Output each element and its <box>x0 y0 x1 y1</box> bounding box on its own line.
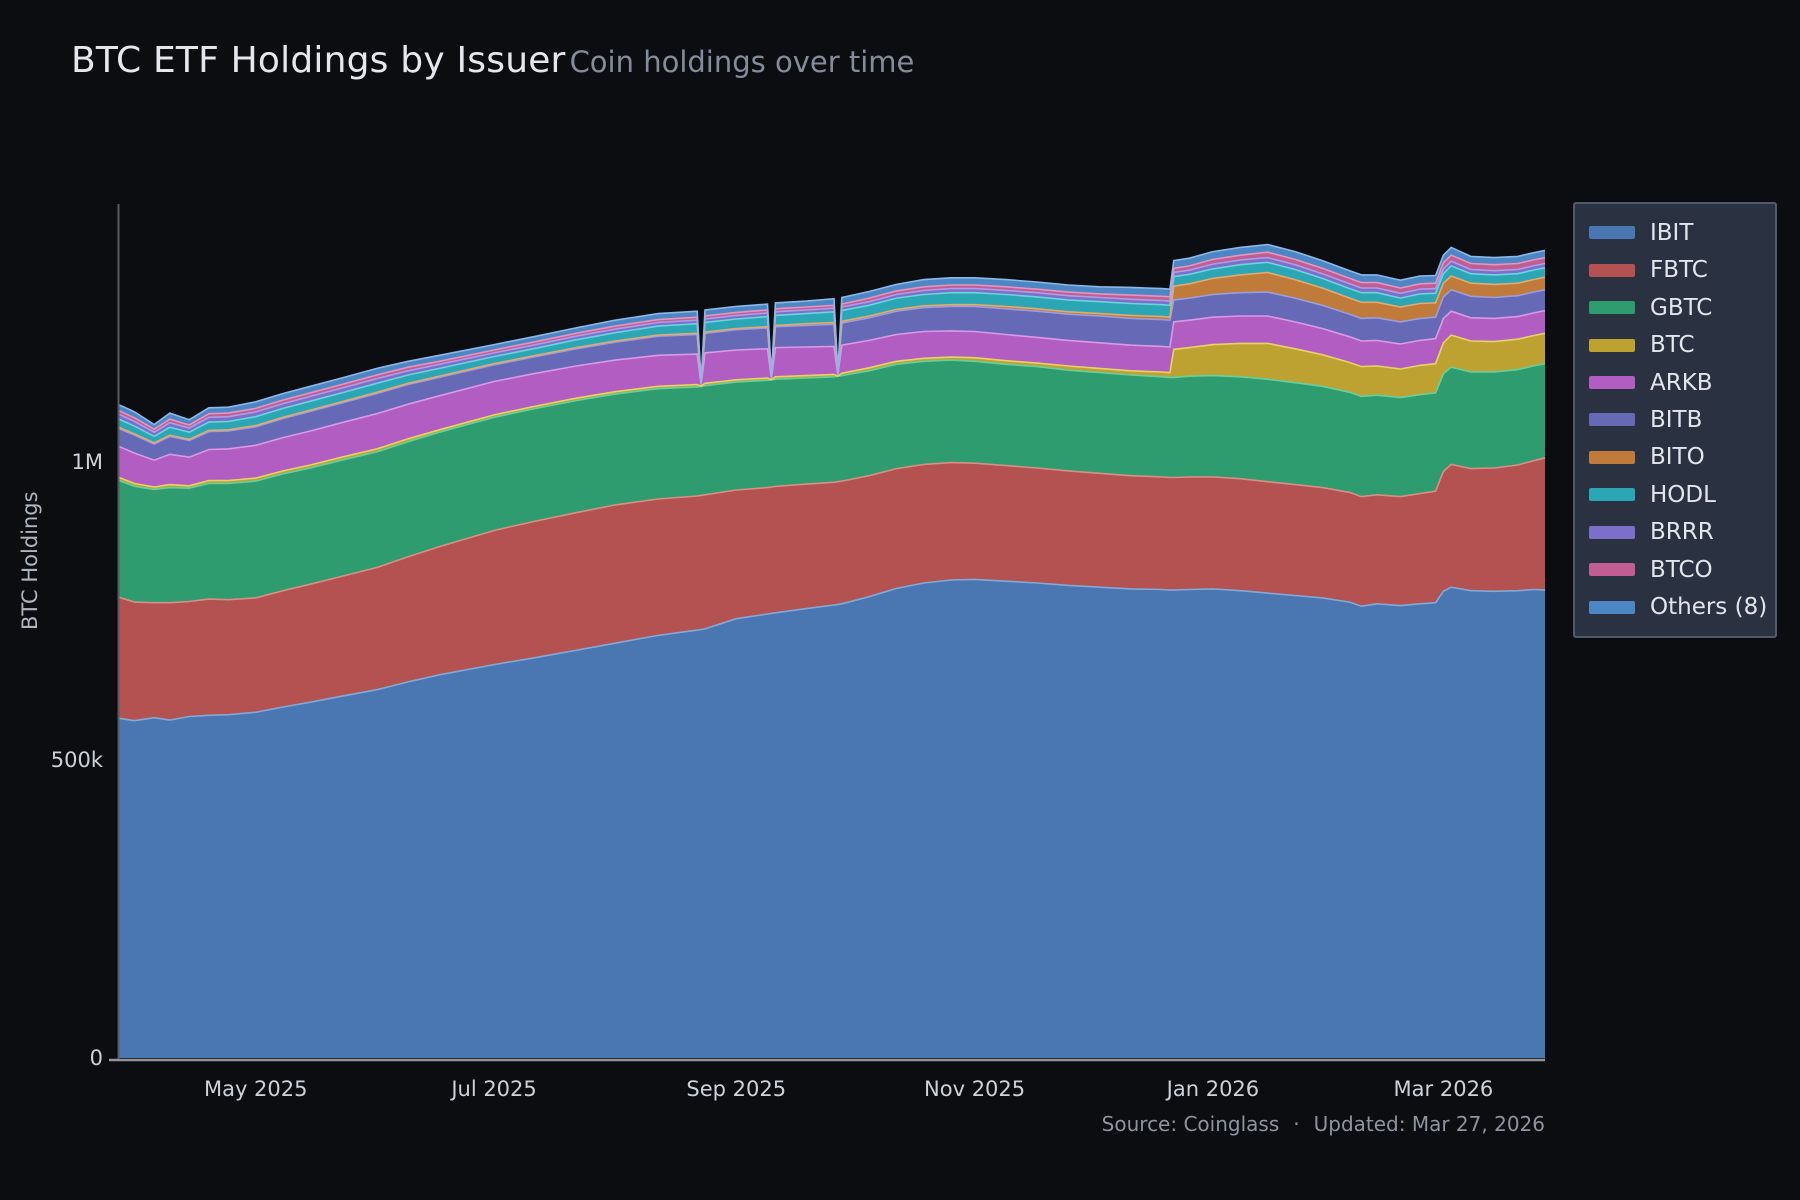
line-gbtc <box>118 359 1546 491</box>
line-btc <box>118 332 1546 488</box>
legend-label: BITB <box>1650 406 1703 433</box>
source-text: Source: Coinglass <box>1101 1112 1280 1136</box>
area-fbtc[interactable] <box>119 457 1545 721</box>
updated-text: Updated: Mar 27, 2026 <box>1313 1112 1545 1136</box>
legend-swatch-icon <box>1589 525 1635 539</box>
y-tick-500k: 500k <box>51 748 104 772</box>
line-others-8- <box>118 243 1546 426</box>
legend-item-hodl[interactable]: HODL <box>1589 482 1775 508</box>
line-fbtc <box>118 457 1546 604</box>
x-tick-nov-2025: Nov 2025 <box>924 1077 1025 1101</box>
line-brrr <box>118 256 1546 434</box>
legend-label: BRRR <box>1650 519 1714 546</box>
legend-swatch-icon <box>1589 376 1635 390</box>
chart-subtitle: Coin holdings over time <box>569 45 915 79</box>
legend-label: GBTC <box>1650 294 1713 321</box>
legend-label: BITO <box>1650 444 1705 471</box>
legend-swatch-icon <box>1589 338 1635 352</box>
legend-item-bito[interactable]: BITO <box>1589 444 1775 470</box>
line-ibit <box>118 578 1546 722</box>
x-tick-may-2025: May 2025 <box>204 1077 308 1101</box>
area-gbtc[interactable] <box>119 360 1545 603</box>
legend-swatch-icon <box>1589 600 1635 614</box>
legend-swatch-icon <box>1589 263 1635 277</box>
x-tick-jan-2026: Jan 2026 <box>1165 1077 1260 1101</box>
line-hodl <box>118 261 1546 438</box>
legend-item-arkb[interactable]: ARKB <box>1589 370 1775 396</box>
legend-swatch-icon <box>1589 450 1635 464</box>
y-tick-1M: 1M <box>72 450 103 474</box>
legend-label: Others (8) <box>1650 594 1768 621</box>
legend-item-btc[interactable]: BTC <box>1589 332 1775 358</box>
x-tick-jul-2025: Jul 2025 <box>449 1077 536 1101</box>
chart-header: BTC ETF Holdings by Issuer Coin holdings… <box>71 40 914 81</box>
legend-label: IBIT <box>1650 219 1694 246</box>
legend-swatch-icon <box>1589 301 1635 315</box>
area-ibit[interactable] <box>119 579 1545 1058</box>
legend-item-others-8-[interactable]: Others (8) <box>1589 594 1775 620</box>
legend-label: FBTC <box>1650 257 1708 284</box>
line-bitb <box>118 288 1546 445</box>
legend-item-btco[interactable]: BTCO <box>1589 557 1775 583</box>
legend-item-brrr[interactable]: BRRR <box>1589 519 1775 545</box>
line-arkb <box>118 309 1546 462</box>
legend-item-gbtc[interactable]: GBTC <box>1589 295 1775 321</box>
chart-footer: Source: Coinglass · Updated: Mar 27, 202… <box>1102 1112 1545 1136</box>
legend-swatch-icon <box>1589 413 1635 427</box>
legend-swatch-icon <box>1589 563 1635 577</box>
legend-label: BTCO <box>1650 556 1713 583</box>
x-tick-sep-2025: Sep 2025 <box>686 1077 786 1101</box>
legend-label: BTC <box>1650 332 1695 359</box>
y-axis-title: BTC Holdings <box>18 491 42 630</box>
chart-title: BTC ETF Holdings by Issuer <box>71 40 566 81</box>
footer-separator: · <box>1293 1112 1300 1136</box>
legend-swatch-icon <box>1589 226 1635 240</box>
area-arkb[interactable] <box>119 310 1545 487</box>
line-bito <box>118 271 1546 444</box>
legend-item-bitb[interactable]: BITB <box>1589 407 1775 433</box>
legend-label: ARKB <box>1650 369 1713 396</box>
legend-swatch-icon <box>1589 488 1635 502</box>
legend-item-fbtc[interactable]: FBTC <box>1589 257 1775 283</box>
legend-item-ibit[interactable]: IBIT <box>1589 220 1775 246</box>
x-tick-mar-2026: Mar 2026 <box>1394 1077 1494 1101</box>
line-btco <box>118 251 1546 431</box>
area-btc[interactable] <box>119 333 1545 490</box>
legend-panel: IBIT FBTC GBTC BTC ARKB BITB BITO HODL BRRR BTCO O… <box>1573 202 1777 638</box>
y-tick-0: 0 <box>90 1046 103 1070</box>
legend-label: HODL <box>1650 481 1716 508</box>
